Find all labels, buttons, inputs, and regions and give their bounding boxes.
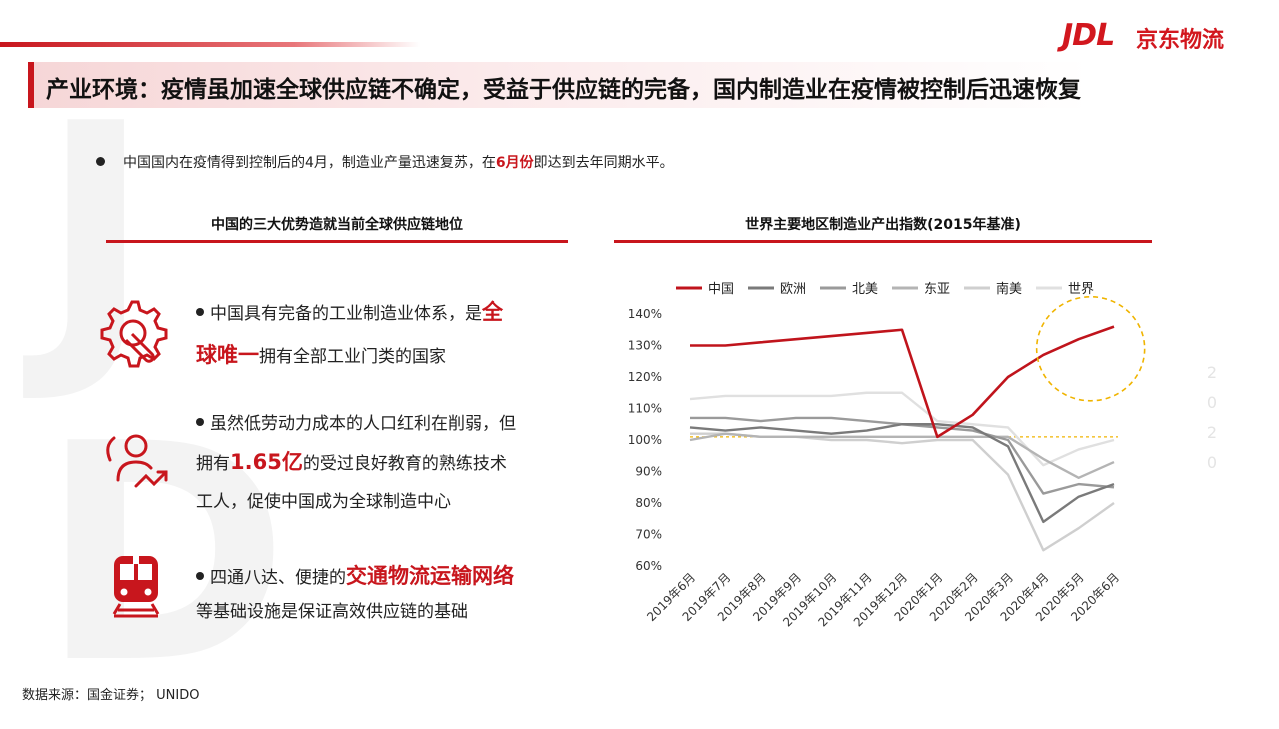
item2-line2-c: 的受过良好教育的熟练技术 [302, 454, 507, 474]
gear-wrench-icon [100, 300, 168, 368]
item1-line1-b: 全 [482, 300, 503, 324]
series-line-1 [690, 325, 1115, 439]
watermark-letter-j: J [40, 60, 152, 409]
bullet-dot [196, 572, 204, 580]
title-bar-accent [28, 62, 34, 108]
summary-prefix: 中国国内在疫情得到控制后的4月，制造业产量迅速复苏，在 [123, 155, 496, 171]
watermark-year-digit: 0 [1206, 393, 1218, 412]
train-icon [112, 556, 160, 618]
y-tick-label: 60% [635, 559, 662, 573]
y-tick-label: 120% [628, 370, 662, 384]
advantage-item-2: 虽然低劳动力成本的人口红利在削弱，但 拥有1.65亿的受过良好教育的熟练技术 工… [196, 408, 566, 518]
bullet-dot [196, 308, 204, 316]
item2-line2-b: 1.65亿 [230, 450, 303, 474]
summary-suffix: 即达到去年同期水平。 [533, 155, 674, 171]
logo-cn-text: 京东物流 [1136, 28, 1225, 53]
header-accent-line [0, 42, 420, 47]
legend-label: 中国 [708, 282, 734, 297]
watermark-year-digit: 2 [1206, 363, 1218, 382]
legend-label: 欧洲 [780, 282, 806, 297]
item2-line2-a: 拥有 [196, 454, 230, 474]
item3-line1-a: 四通八达、便捷的 [210, 568, 346, 588]
y-tick-label: 80% [635, 496, 662, 510]
left-panel-title: 中国的三大优势造就当前全球供应链地位 [211, 217, 463, 233]
bullet-dot [196, 418, 204, 426]
logo-jdl-text: JDL [1062, 18, 1115, 53]
chart-title: 世界主要地区制造业产出指数(2015年基准) [745, 217, 1021, 233]
y-tick-label: 100% [628, 433, 662, 447]
series-line-4 [689, 432, 1115, 480]
title-bar [28, 62, 1278, 108]
item1-line2-b: 拥有全部工业门类的国家 [259, 347, 446, 367]
item3-line2: 等基础设施是保证高效供应链的基础 [196, 602, 468, 622]
people-growth-icon [106, 434, 168, 488]
series-line-3 [690, 416, 1115, 495]
watermark-year-digit: 2 [1206, 423, 1218, 442]
legend-label: 南美 [996, 281, 1022, 297]
series-line-2 [689, 423, 1115, 524]
watermark-year-digit: 0 [1206, 453, 1218, 472]
item2-line1: 虽然低劳动力成本的人口红利在削弱，但 [210, 414, 516, 434]
y-tick-label: 70% [635, 528, 662, 542]
bullet-dot [96, 157, 105, 166]
advantage-item-1: 中国具有完备的工业制造业体系，是全 球唯一拥有全部工业门类的国家 [196, 296, 556, 373]
legend-label: 世界 [1068, 282, 1094, 297]
series-line-6 [689, 391, 1115, 467]
y-tick-label: 140% [628, 307, 662, 321]
watermark-year: 2 0 2 0 [1202, 358, 1222, 478]
y-tick-label: 110% [628, 402, 662, 416]
page-title: 产业环境：疫情虽加速全球供应链不确定，受益于供应链的完备，国内制造业在疫情被控制… [46, 77, 1081, 103]
item2-line3: 工人，促使中国成为全球制造中心 [196, 492, 451, 512]
y-tick-label: 130% [628, 339, 662, 353]
y-tick-label: 90% [635, 465, 662, 479]
item1-line1-a: 中国具有完备的工业制造业体系，是 [210, 304, 482, 324]
highlight-circle [1035, 295, 1146, 402]
manufacturing-output-chart: 60%70%80%90%100%110%120%130%140%2019年6月2… [628, 281, 1146, 629]
data-source: 数据来源：国金证券； UNIDO [22, 688, 200, 703]
item3-line1-b: 交通物流运输网络 [346, 564, 514, 588]
summary-bullet: 中国国内在疫情得到控制后的4月，制造业产量迅速复苏，在6月份即达到去年同期水平。 [96, 152, 674, 172]
watermark-letter-d: D [40, 380, 290, 729]
summary-highlight: 6月份 [495, 155, 534, 171]
left-panel-underline [106, 240, 568, 243]
chart-title-underline [614, 240, 1152, 243]
legend-label: 东亚 [924, 282, 950, 297]
advantage-item-3: 四通八达、便捷的交通物流运输网络 等基础设施是保证高效供应链的基础 [196, 560, 566, 628]
legend-label: 北美 [852, 282, 878, 297]
item1-line2-a: 球唯一 [196, 343, 259, 367]
